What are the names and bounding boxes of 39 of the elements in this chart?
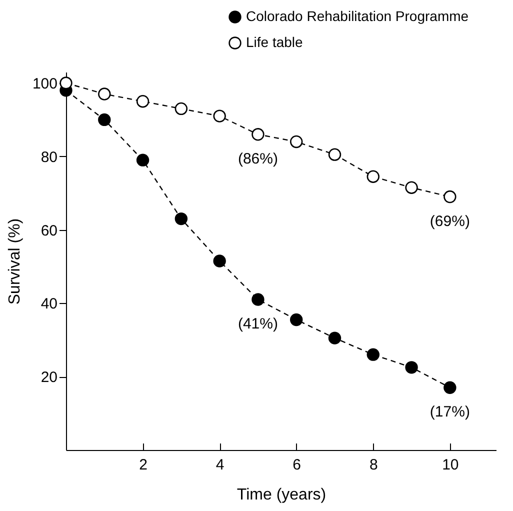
x-tick-label: 6 [292,456,302,474]
y-tick-label: 100 [32,76,58,93]
legend-label: Colorado Rehabilitation Programme [246,8,469,24]
point [136,154,150,166]
point [136,95,150,108]
data-label: (17%) [430,404,470,421]
x-tick-label: 2 [139,456,148,474]
point [405,361,418,374]
legend-label: Life table [246,34,304,50]
point [444,190,456,204]
x-axis-title: Time (years) [236,486,326,504]
point [405,181,418,194]
data-label: (86%) [238,150,278,168]
point [290,135,303,148]
point [98,113,111,126]
point [60,76,72,90]
point [98,88,111,100]
y-axis-title: Survival (%) [6,218,24,305]
point [290,313,303,326]
point [366,170,380,183]
point [174,102,188,116]
data-label: (41%) [238,316,278,333]
point [328,332,342,344]
point [213,254,226,268]
y-tick-label: 80 [40,148,58,166]
point [174,212,188,226]
y-tick-label: 40 [40,296,58,313]
y-tick-label: 20 [40,369,58,386]
x-tick-label: 4 [216,456,224,474]
y-tick-label: 60 [40,222,58,240]
point [366,348,380,361]
point [252,293,264,306]
point [444,381,456,394]
data-label: (69%) [430,212,470,230]
x-tick-label: 8 [369,456,378,474]
point [213,110,226,122]
point [328,148,342,161]
x-tick-label: 10 [442,456,459,474]
point [252,128,264,141]
